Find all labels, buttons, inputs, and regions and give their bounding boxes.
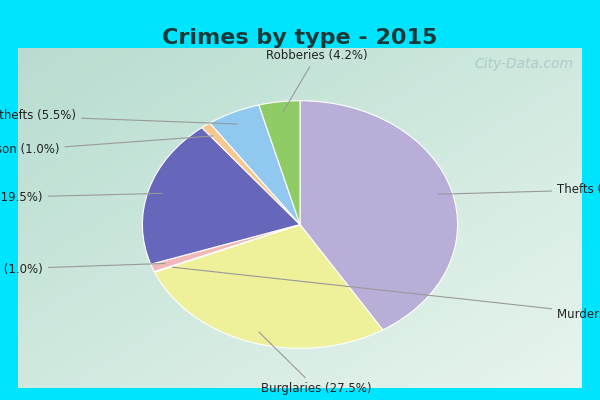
Text: Robberies (4.2%): Robberies (4.2%)	[266, 49, 367, 112]
Wedge shape	[300, 101, 458, 330]
Text: Rapes (1.0%): Rapes (1.0%)	[0, 262, 165, 276]
Wedge shape	[210, 105, 300, 224]
Text: City-Data.com: City-Data.com	[475, 57, 574, 71]
Wedge shape	[151, 224, 300, 272]
Text: Murders (0.1%): Murders (0.1%)	[172, 267, 600, 321]
Text: Arson (1.0%): Arson (1.0%)	[0, 136, 213, 156]
Wedge shape	[202, 123, 300, 224]
Wedge shape	[259, 101, 300, 224]
Text: Burglaries (27.5%): Burglaries (27.5%)	[259, 332, 372, 395]
Text: Thefts (41.2%): Thefts (41.2%)	[439, 183, 600, 196]
Text: Crimes by type - 2015: Crimes by type - 2015	[163, 28, 437, 48]
Wedge shape	[155, 224, 383, 348]
Wedge shape	[154, 224, 300, 272]
Wedge shape	[142, 128, 300, 264]
Text: Assaults (19.5%): Assaults (19.5%)	[0, 191, 162, 204]
Text: Auto thefts (5.5%): Auto thefts (5.5%)	[0, 110, 238, 124]
